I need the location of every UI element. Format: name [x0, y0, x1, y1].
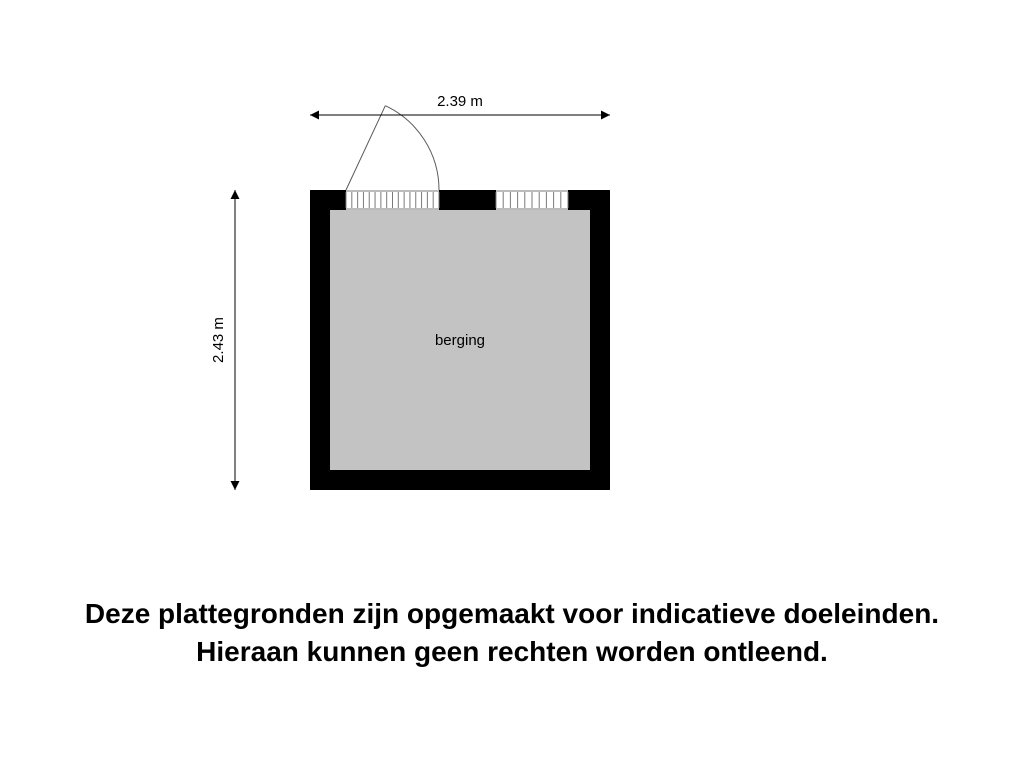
wall-top-seg-1 [439, 190, 496, 210]
wall-left [310, 190, 330, 490]
door-leaf [346, 106, 385, 190]
dim-horizontal-label: 2.39 m [437, 93, 483, 110]
wall-top-seg-0 [310, 190, 346, 210]
room-label: berging [435, 332, 485, 349]
disclaimer-caption: Deze plattegronden zijn opgemaakt voor i… [0, 595, 1024, 671]
wall-top-seg-2 [568, 190, 610, 210]
dim-vertical-label: 2.43 m [210, 317, 227, 363]
disclaimer-line2: Hieraan kunnen geen rechten worden ontle… [196, 636, 828, 667]
door-swing-arc [385, 106, 439, 190]
disclaimer-line1: Deze plattegronden zijn opgemaakt voor i… [85, 598, 939, 629]
wall-bottom [310, 470, 610, 490]
wall-right [590, 190, 610, 490]
floorplan-canvas: berging 2.39 m 2.43 m Deze plattegronden z… [0, 0, 1024, 768]
